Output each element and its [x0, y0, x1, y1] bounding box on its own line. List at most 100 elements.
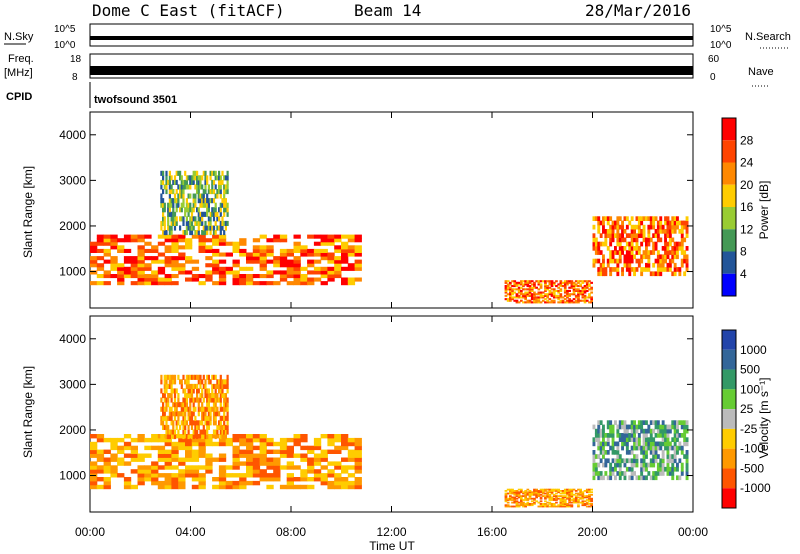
data-cell [656, 262, 660, 268]
data-cell [566, 488, 569, 491]
data-cell [557, 294, 560, 297]
data-cell [592, 233, 596, 238]
data-cell [533, 285, 536, 288]
data-cell [522, 294, 525, 297]
data-cell [544, 283, 547, 286]
data-cell [546, 492, 549, 495]
data-cell [597, 433, 601, 438]
data-cell [511, 499, 514, 501]
data-cell [581, 280, 585, 283]
data-cell [673, 254, 677, 260]
data-cell [341, 434, 349, 439]
nave-label: Nave [748, 66, 774, 78]
data-cell [165, 388, 168, 394]
data-cell [566, 280, 569, 283]
data-cell [279, 263, 288, 268]
data-cell [354, 266, 362, 271]
data-cell [528, 492, 532, 495]
data-cell [664, 237, 667, 243]
data-cell [164, 256, 172, 261]
data-cell [673, 441, 677, 447]
data-cell [90, 441, 98, 447]
data-cell [673, 220, 677, 226]
data-cell [347, 281, 356, 286]
data-cell [198, 465, 206, 470]
data-cell [187, 424, 190, 430]
data-cell [279, 270, 288, 275]
data-cell [163, 374, 166, 380]
data-cell [668, 220, 672, 226]
data-cell [205, 256, 213, 261]
data-cell [300, 281, 308, 286]
data-cell [604, 237, 608, 243]
data-cell [184, 170, 187, 176]
data-cell [568, 293, 571, 296]
data-cell [206, 211, 209, 217]
data-cell [232, 277, 240, 282]
data-cell [597, 454, 601, 459]
data-cell [585, 488, 589, 491]
data-cell [327, 274, 335, 279]
data-cell [552, 490, 556, 492]
data-cell [668, 262, 672, 268]
data-cell [180, 411, 183, 417]
data-cell [300, 277, 308, 282]
data-cell [192, 202, 195, 208]
data-cell [199, 179, 202, 185]
data-cell [123, 270, 132, 275]
data-cell [594, 241, 598, 247]
data-cell [198, 445, 206, 451]
data-cell [581, 495, 585, 497]
data-cell [583, 299, 587, 302]
data-cell [611, 233, 615, 238]
nsky-label: N.Sky [4, 31, 34, 43]
data-cell [219, 207, 222, 213]
data-cell [224, 175, 227, 181]
data-cell [671, 437, 675, 442]
data-cell [223, 175, 226, 181]
data-cell [266, 465, 274, 470]
data-cell [207, 220, 210, 226]
data-cell [182, 198, 185, 204]
data-cell [300, 434, 308, 439]
data-cell [659, 428, 663, 434]
data-cell [103, 477, 111, 482]
data-cell [621, 224, 624, 230]
data-cell [187, 434, 190, 440]
data-cell [520, 497, 523, 500]
data-cell [209, 406, 212, 412]
data-cell [574, 289, 578, 292]
data-cell [671, 471, 675, 476]
data-cell [570, 501, 574, 504]
data-cell [144, 256, 152, 261]
data-cell [570, 293, 574, 296]
data-cell [239, 248, 247, 253]
data-cell [515, 294, 519, 297]
data-cell [300, 484, 308, 490]
data-cell [239, 477, 247, 482]
data-cell [509, 492, 512, 495]
data-cell [656, 254, 660, 260]
data-cell [185, 198, 188, 204]
data-cell [313, 234, 322, 239]
data-cell [259, 245, 267, 250]
data-cell [224, 225, 227, 231]
data-cell [266, 259, 274, 264]
data-cell [266, 245, 274, 250]
data-cell [552, 289, 556, 292]
data-cell [642, 458, 646, 464]
data-cell [341, 477, 349, 482]
data-cell [640, 466, 644, 472]
data-cell [594, 471, 598, 476]
data-cell [517, 296, 521, 299]
data-cell [659, 458, 663, 464]
data-cell [207, 198, 210, 204]
data-cell [635, 224, 639, 230]
data-cell [555, 495, 558, 497]
data-cell [226, 411, 229, 417]
data-cell [157, 457, 166, 462]
data-cell [171, 241, 179, 246]
data-cell [535, 493, 538, 496]
data-cell [544, 492, 547, 495]
data-cell [184, 230, 187, 236]
